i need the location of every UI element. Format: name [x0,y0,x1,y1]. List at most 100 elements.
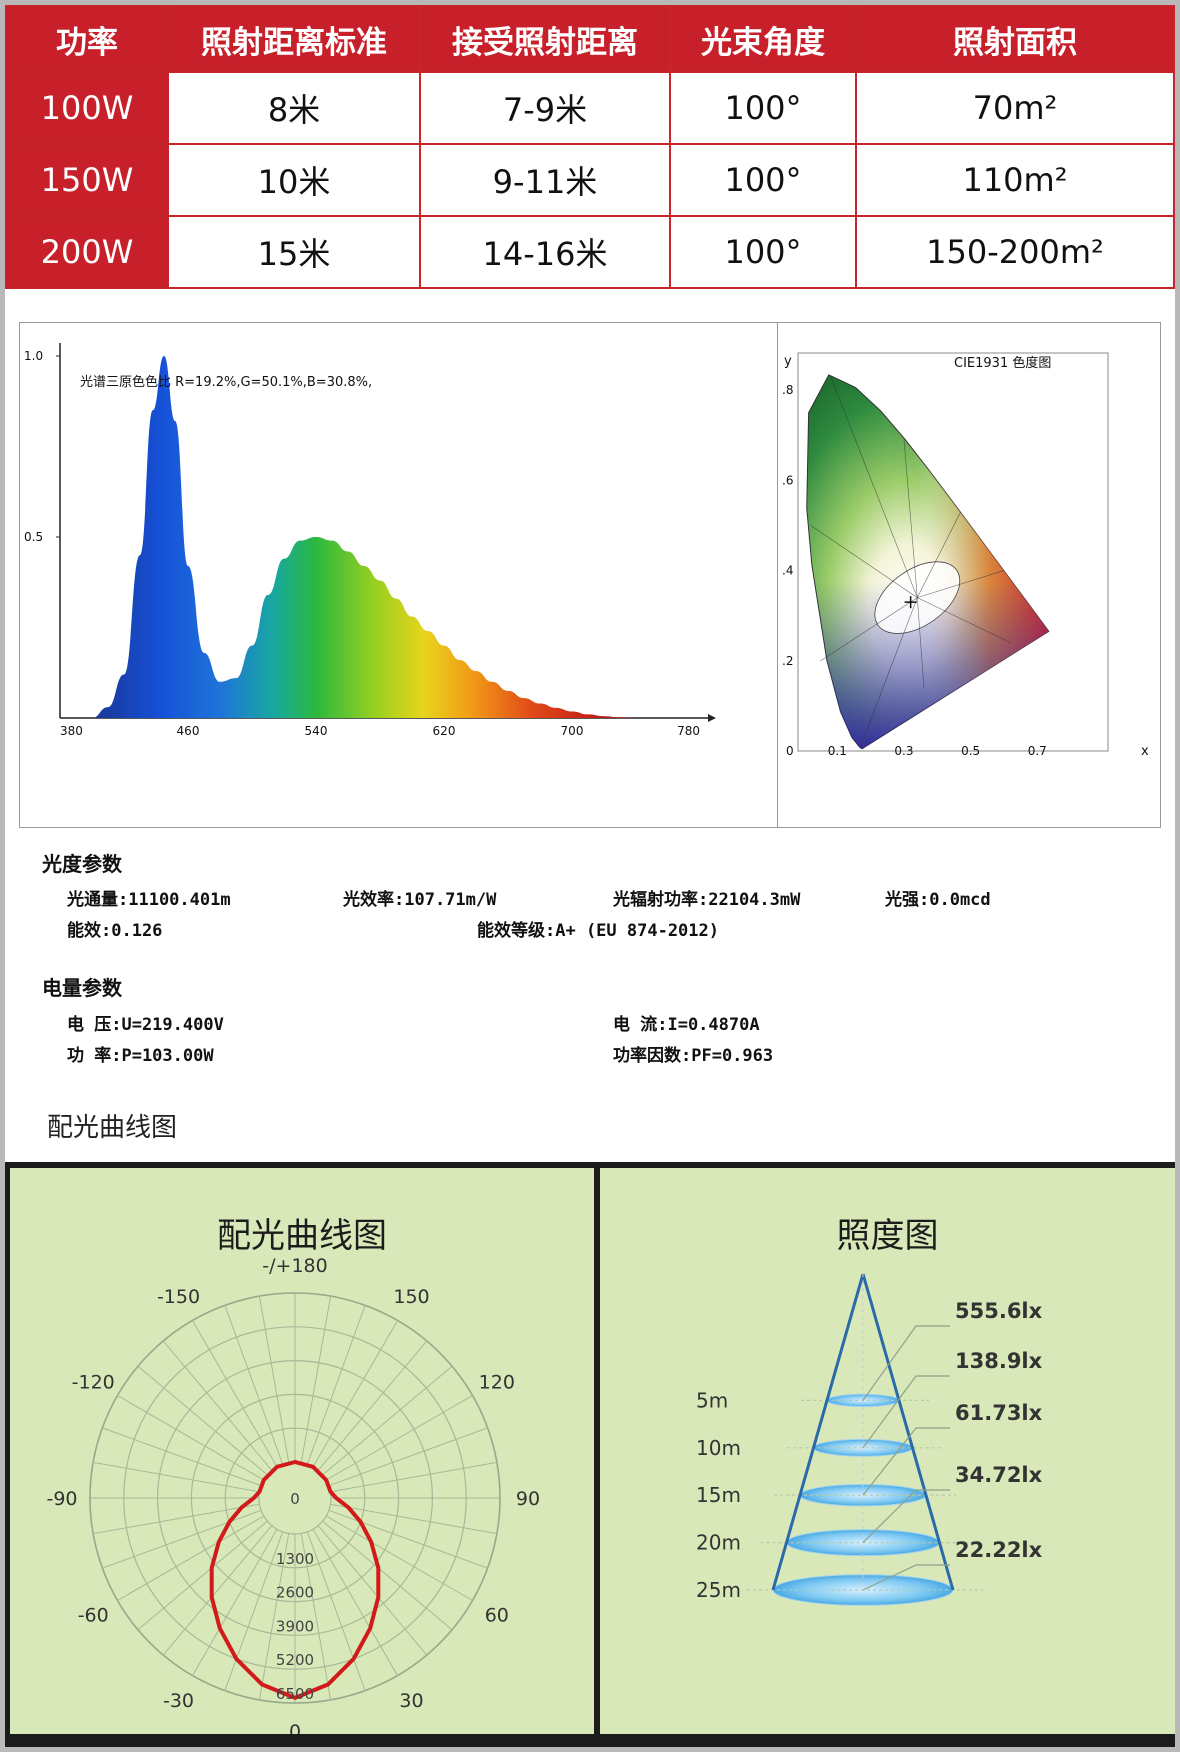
polar-angle-label: 30 [399,1690,423,1712]
distance-label: 15m [696,1483,741,1507]
cell-angle: 100° [669,143,857,217]
spectrum-x-tick: 380 [60,724,83,738]
illuminance-title: 照度图 [836,1216,939,1256]
polar-angle-label: -30 [163,1690,194,1712]
polar-angle-label: -60 [78,1605,109,1627]
bottom-section: 配光曲线图 -/+180 -150 150 -120 120 -90 90 -60 60 -30 3… [5,1162,1175,1747]
spectrum-x-tick: 540 [305,724,328,738]
polar-grid-spoke [117,1395,265,1481]
spectrum-title: 光谱三原色色比 R=19.2%,G=50.1%,B=30.8%, [80,374,372,390]
polar-chart: -/+180 -150 150 -120 120 -90 90 -60 60 -30 30 0 0 13… [46,1255,540,1734]
polar-grid-spoke [93,1461,260,1493]
cie-x-tick: 0 [786,744,794,758]
polar-grid-spoke [322,1365,453,1476]
radiant-power: 光辐射功率:22104.3mW [613,890,801,910]
cell-power: 200W [5,215,169,289]
polar-panel: 配光曲线图 -/+180 -150 150 -120 120 -90 90 -60 60 -30 3… [10,1168,594,1734]
cie-region-line [917,511,961,598]
polar-grid-spoke [93,1503,260,1535]
cie-region-line [810,525,918,598]
polar-grid-spoke [102,1509,262,1569]
spectrum-area [92,356,636,718]
lux-label: 555.6lx [955,1299,1043,1323]
lux-leader-line [862,1427,950,1496]
polar-grid-spoke [192,1320,278,1468]
polar-grid-spoke [306,1305,366,1465]
illuminance-chart: 5m 10m 15m 20m 25m 555.6lx 138.9lx 61.73lx 34.72… [696,1273,1043,1606]
polar-angle-label: 60 [485,1605,509,1627]
cie-y-tick: .2 [782,654,793,668]
distance-label: 5m [696,1388,728,1412]
cell-standard: 8米 [167,71,421,145]
cie-x-tick: 0.3 [894,744,913,758]
polar-grid-spoke [322,1520,453,1631]
spectrum-chart: 光谱三原色色比 R=19.2%,G=50.1%,B=30.8%, 380 460 5… [24,343,716,738]
polar-grid-spoke [300,1296,332,1463]
header-range: 接受照射距离 [419,5,671,73]
cie-region-line [830,376,918,598]
polar-grid-spoke [330,1461,497,1493]
spec-table: 功率 照射距离标准 接受照射距离 光束角度 照射面积 100W 8米 7-9米 … [5,5,1175,289]
polar-radial-label: 3900 [276,1617,314,1635]
current: 电 流:I=0.4870A [613,1015,760,1035]
energy-efficiency: 能效:0.126 [67,921,163,941]
table-row: 150W 10米 9-11米 100° 110m² [5,143,1175,217]
cie-title: CIE1931 色度图 [954,355,1051,371]
photometric-title: 光度参数 [42,852,122,876]
polar-grid-spoke [330,1503,497,1535]
cell-area: 110m² [855,143,1175,217]
polar-grid-spoke [102,1427,262,1487]
illuminance-panel: 照度图 5m 10m 15m 20m 25m 555.6lx 138.9lx 61.73lx 3… [600,1168,1175,1734]
header-standard: 照射距离标准 [167,5,421,73]
polar-grid-spoke [328,1509,488,1569]
lux-label: 61.73lx [955,1401,1043,1425]
voltage: 电 压:U=219.400V [67,1015,224,1035]
polar-radial-label: 2600 [276,1584,314,1602]
lux-label: 34.72lx [955,1463,1043,1487]
lux-leader-line [862,1325,950,1401]
polar-grid-spoke [258,1533,290,1700]
cie-chart: CIE1931 色度图 y x 0 0.1 0.3 0.5 0.7 .8 .6 .4 .2 [782,352,1149,759]
header-angle: 光束角度 [669,5,857,73]
polar-grid-spoke [162,1340,273,1471]
luminous-intensity: 光强:0.0mcd [885,890,991,910]
spectrum-y-tick: 1.0 [24,349,43,363]
polar-angle-label: -120 [72,1372,115,1394]
polar-grid-spoke [137,1365,268,1476]
cie-panel: CIE1931 色度图 y x 0 0.1 0.3 0.5 0.7 .8 .6 .4 .2 [777,323,1160,827]
polar-grid-spoke [300,1533,332,1700]
electrical-title: 电量参数 [42,976,122,1000]
polar-angle-label: -150 [157,1286,200,1308]
luminous-flux: 光通量:11100.401m [67,890,231,910]
cie-y-tick: .4 [782,564,793,578]
polar-title: 配光曲线图 [217,1216,387,1256]
power: 功 率:P=103.00W [67,1046,214,1066]
cie-xlabel: x [1141,744,1149,759]
polar-radial-label: 5200 [276,1651,314,1669]
polar-radial-label: 6500 [276,1685,314,1703]
page: 功率 照射距离标准 接受照射距离 光束角度 照射面积 100W 8米 7-9米 … [5,5,1175,1747]
polar-grid-spoke [317,1525,428,1656]
light-curve-heading: 配光曲线图 [47,1113,178,1143]
polar-radial-label: 1300 [276,1550,314,1568]
polar-grid-spoke [328,1427,488,1487]
cie-x-tick: 0.5 [961,744,980,758]
cie-y-tick: .6 [782,473,793,487]
polar-grid-spoke [137,1520,268,1631]
distance-label: 10m [696,1436,741,1460]
power-factor: 功率因数:PF=0.963 [613,1046,774,1066]
cie-x-tick: 0.7 [1028,744,1047,758]
spectrum-axis-arrow [708,714,716,722]
cie-region-line [860,597,918,747]
cone-edge [861,1273,955,1591]
cell-area: 150-200m² [855,215,1175,289]
spectrum-x-tick: 700 [561,724,584,738]
polar-angle-label: 90 [516,1488,540,1510]
polar-grid-spoke [317,1340,428,1471]
cie-region-line [820,597,918,662]
cie-region-line [917,597,1011,644]
spec-header-row: 功率 照射距离标准 接受照射距离 光束角度 照射面积 [5,5,1175,73]
polar-grid-spoke [162,1525,273,1656]
luminous-efficacy: 光效率:107.71m/W [343,890,497,910]
cie-plot-frame [797,352,1109,752]
